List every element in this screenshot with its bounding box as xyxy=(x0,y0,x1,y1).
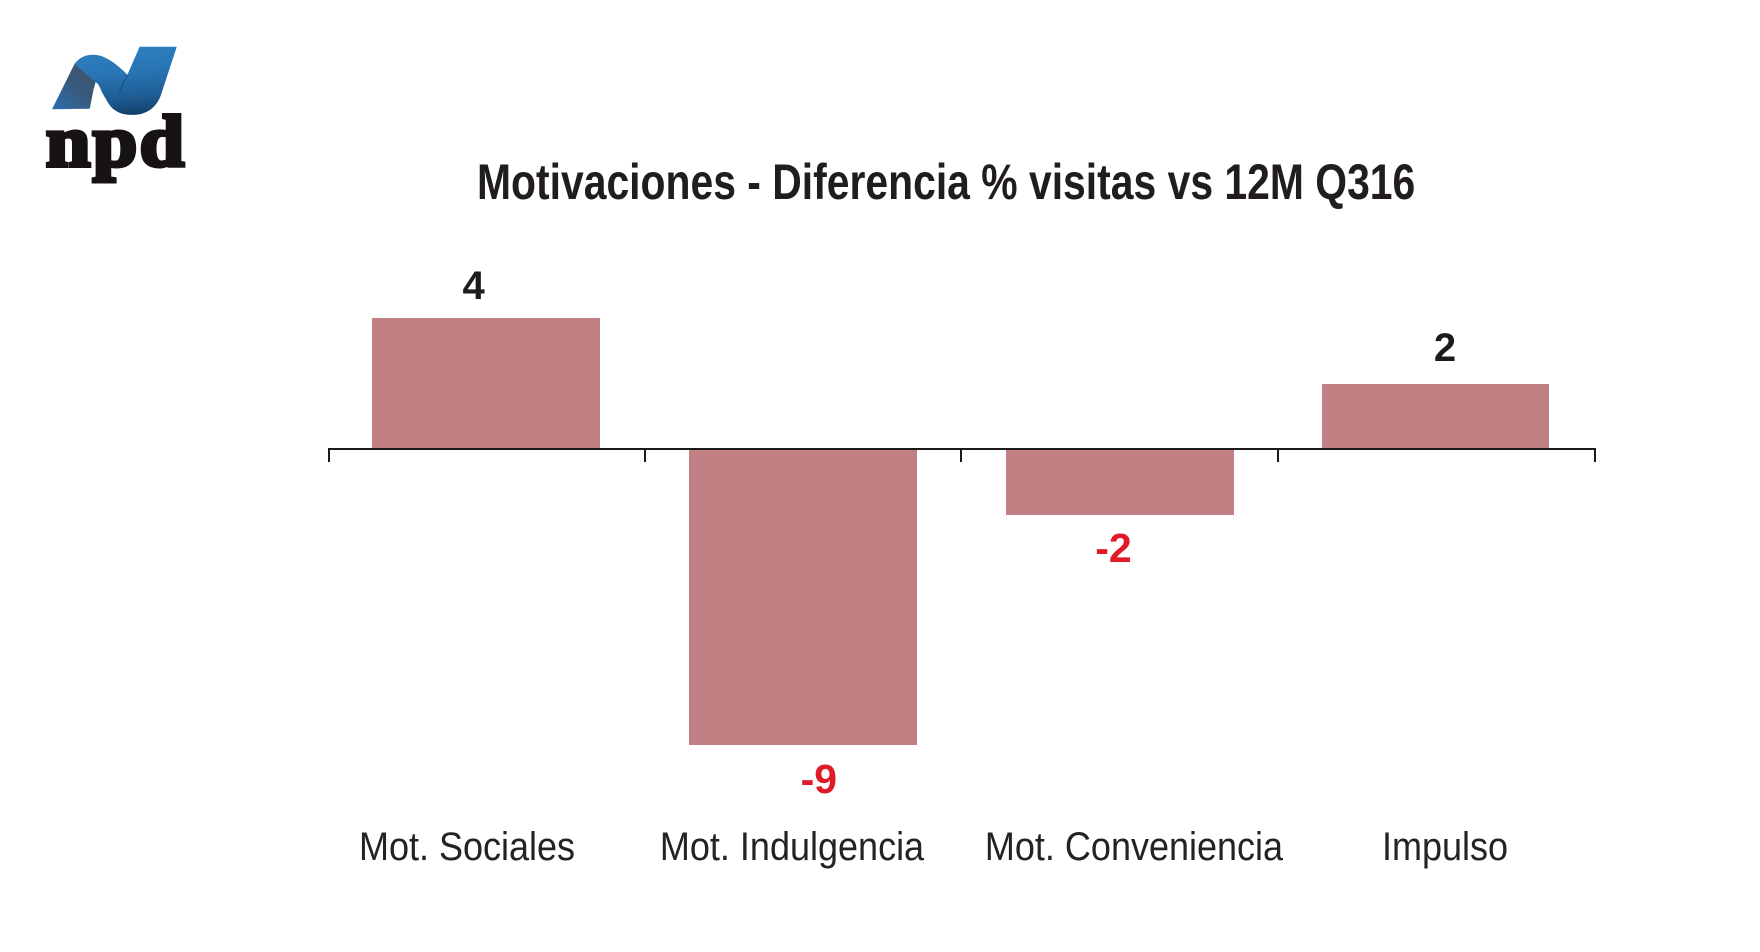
svg-text:npd: npd xyxy=(46,101,187,182)
